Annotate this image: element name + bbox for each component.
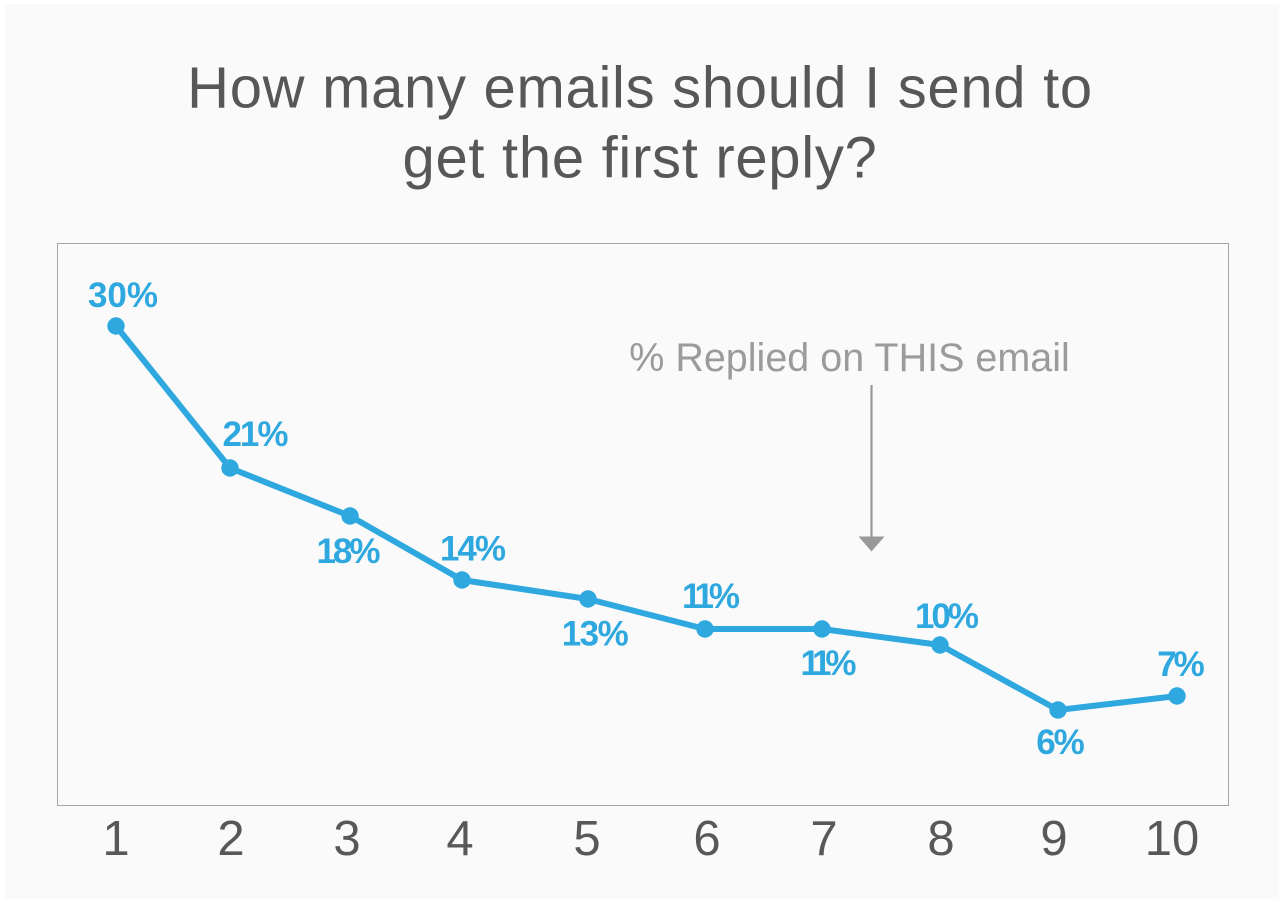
svg-text:1: 1	[102, 812, 129, 866]
svg-text:10%: 10%	[915, 597, 979, 636]
svg-text:18%: 18%	[316, 532, 380, 571]
svg-text:5: 5	[573, 812, 600, 866]
svg-text:7%: 7%	[1157, 645, 1204, 684]
svg-text:10: 10	[1145, 812, 1200, 866]
svg-text:13%: 13%	[562, 615, 629, 654]
svg-text:7: 7	[810, 812, 837, 866]
svg-text:4: 4	[446, 812, 473, 866]
svg-text:8: 8	[927, 812, 954, 866]
svg-text:9: 9	[1040, 812, 1067, 866]
svg-text:21%: 21%	[222, 415, 288, 454]
svg-text:6: 6	[693, 812, 720, 866]
svg-text:3: 3	[333, 812, 360, 866]
svg-text:11%: 11%	[682, 577, 740, 616]
svg-text:30%: 30%	[88, 276, 158, 315]
svg-text:14%: 14%	[440, 530, 506, 569]
svg-text:6%: 6%	[1036, 723, 1084, 762]
svg-text:2: 2	[217, 812, 244, 866]
svg-text:11%: 11%	[800, 644, 856, 683]
svg-text:% Replied on THIS email: % Replied on THIS email	[629, 336, 1070, 380]
svg-text:get the first reply?: get the first reply?	[403, 126, 878, 191]
svg-text:How many emails should I send: How many emails should I send to	[187, 56, 1093, 121]
